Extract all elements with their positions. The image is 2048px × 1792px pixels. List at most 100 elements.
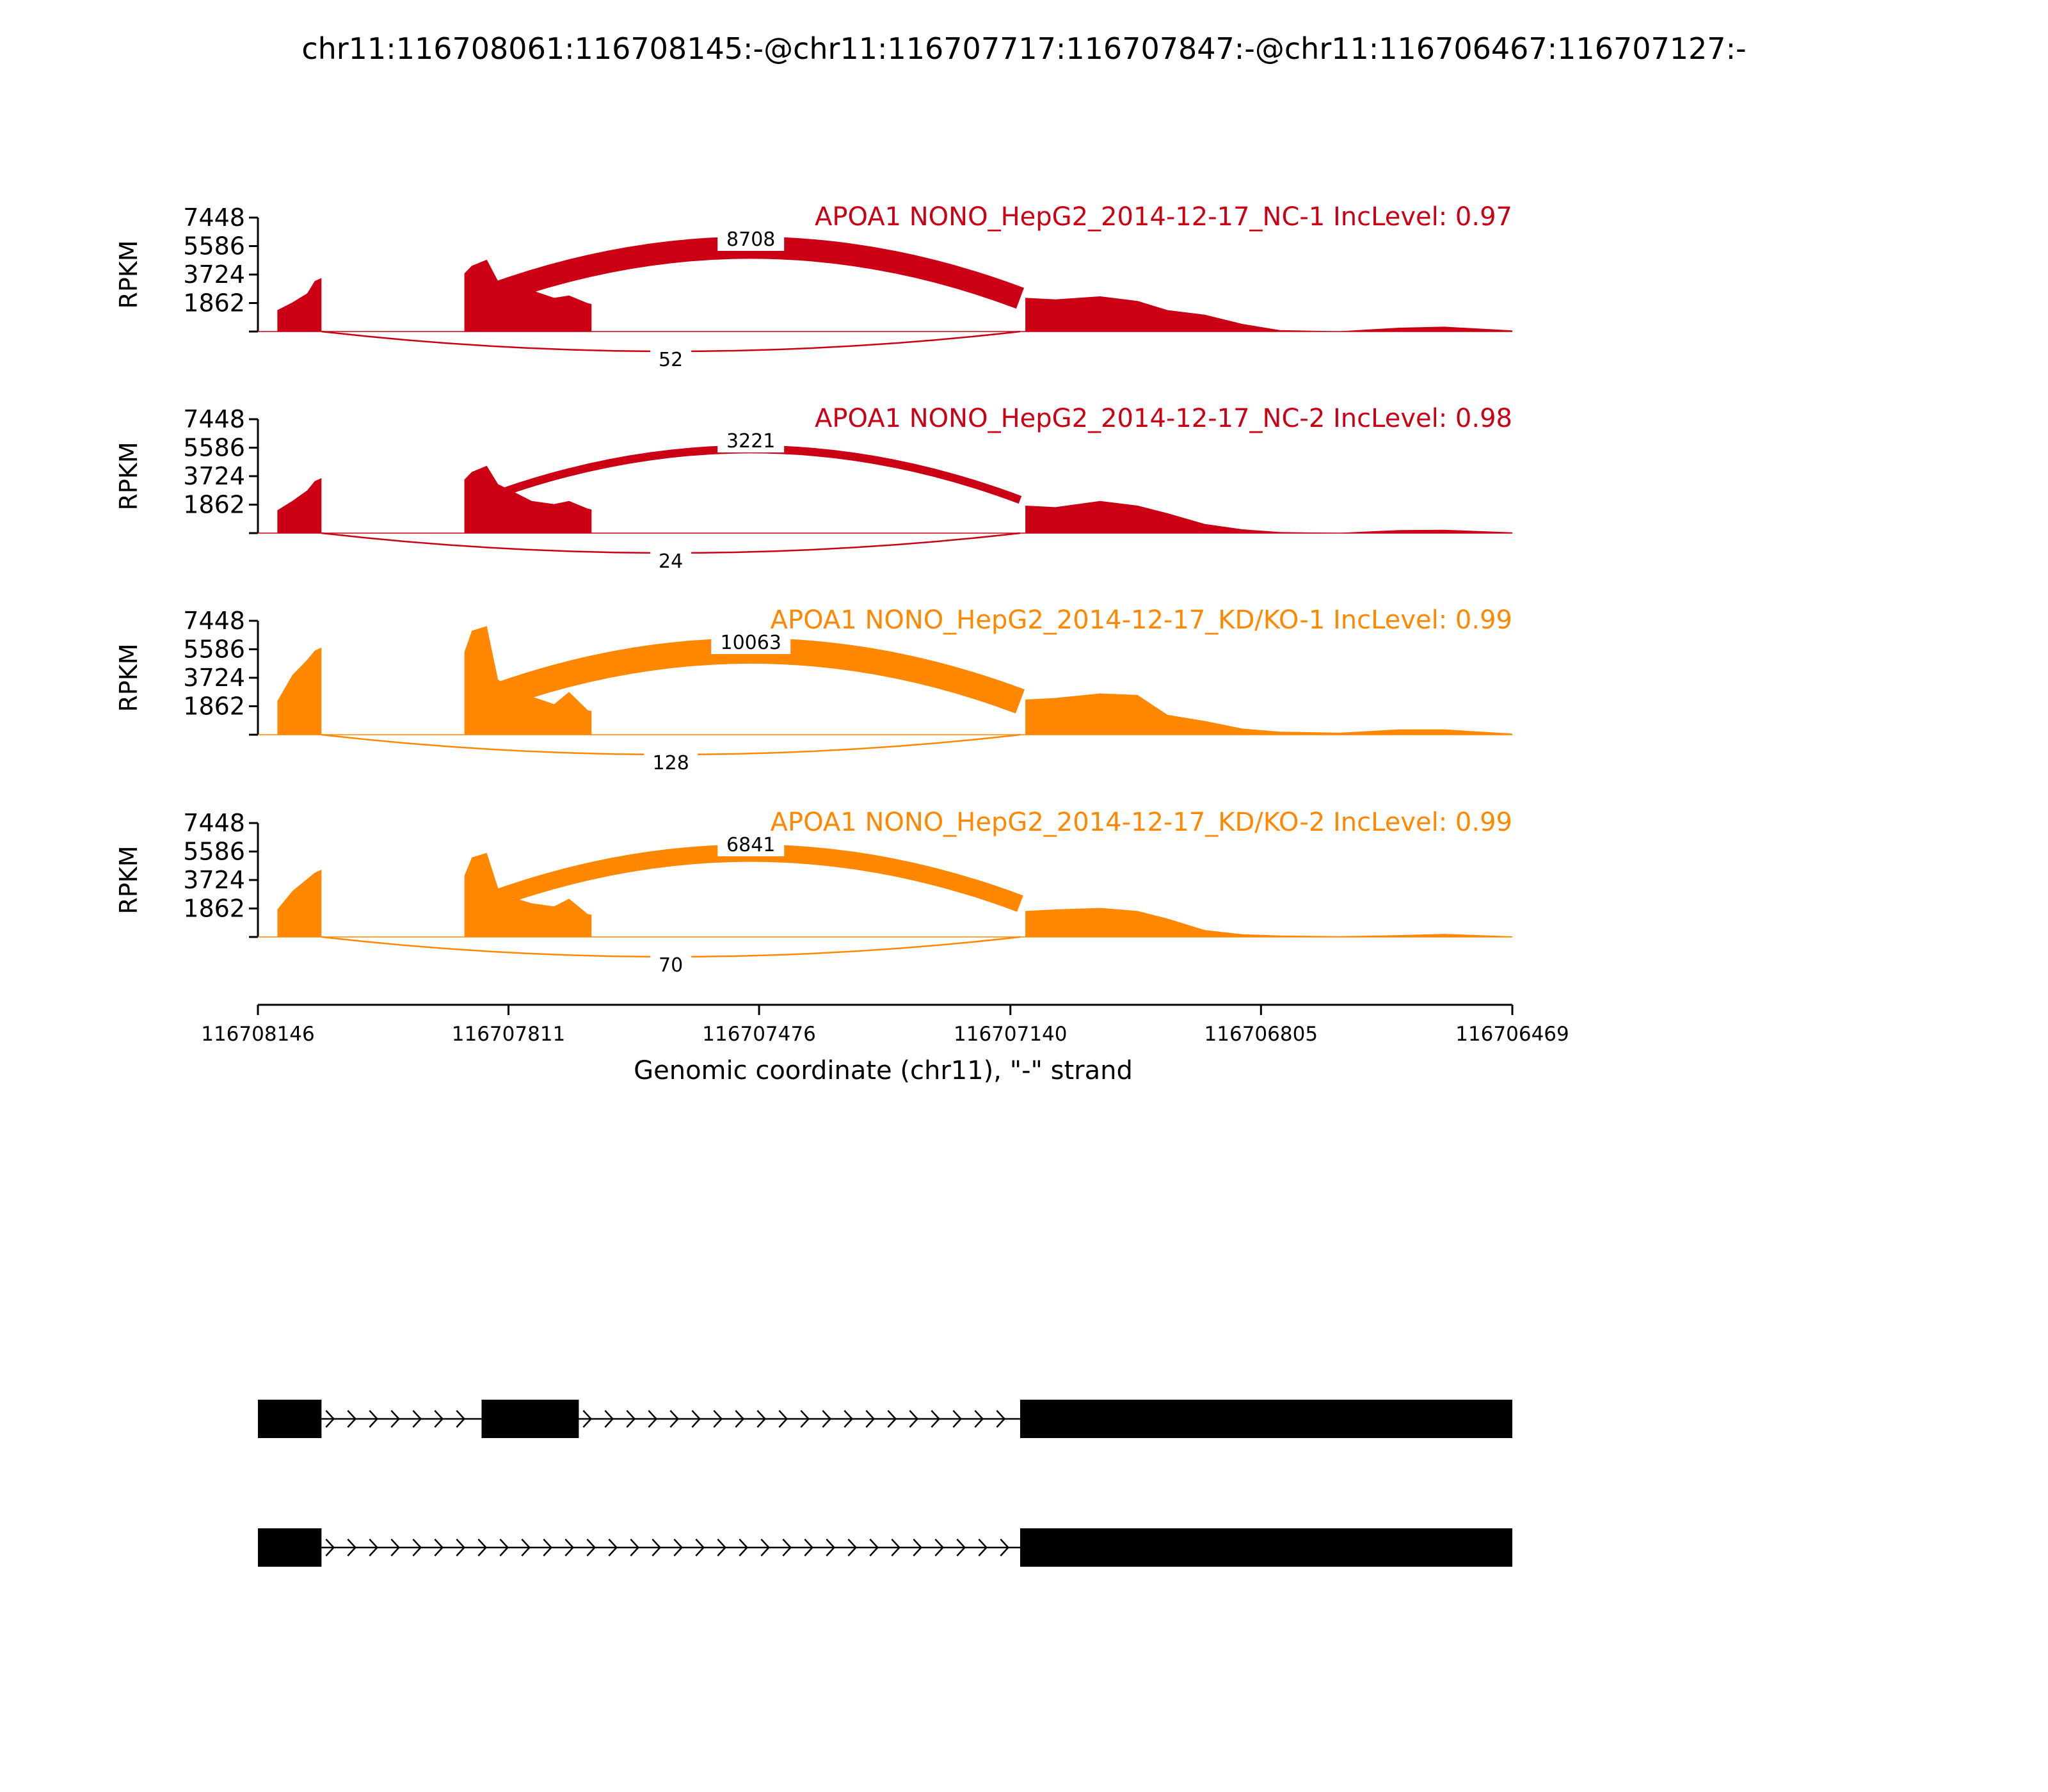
junction-label: 24 [659, 550, 683, 573]
intron-arrow [844, 1410, 854, 1428]
x-tick-label: 116707140 [954, 1023, 1068, 1046]
intron-arrow [909, 1410, 919, 1428]
intron-arrow [325, 1410, 335, 1428]
intron-arrow [739, 1539, 749, 1556]
panel-title: APOA1 NONO_HepG2_2014-12-17_KD/KO-1 IncL… [771, 605, 1512, 635]
intron-arrow [826, 1539, 836, 1556]
intron-arrow [717, 1539, 727, 1556]
intron-arrow [604, 1410, 614, 1428]
intron-arrow [412, 1539, 422, 1556]
junction-label: 8708 [726, 228, 775, 251]
intron-arrow [648, 1410, 658, 1428]
x-tick-label: 116707476 [702, 1023, 816, 1046]
x-tick-label: 116706469 [1455, 1023, 1569, 1046]
intron-arrow [543, 1539, 553, 1556]
x-axis: 116708146 116707811 116707476 116707140 1167… [201, 1004, 1569, 1046]
panel-title: APOA1 NONO_HepG2_2014-12-17_NC-2 IncLeve… [815, 404, 1512, 433]
intron-arrow [869, 1539, 879, 1556]
intron-arrow [713, 1410, 723, 1428]
coverage-exon3 [1025, 693, 1512, 735]
intron-arrow [887, 1410, 897, 1428]
intron-arrow [822, 1410, 832, 1428]
y-tick-label: 5586 [183, 838, 245, 866]
intron-arrow [847, 1539, 858, 1556]
y-tick-label: 1862 [183, 289, 245, 317]
intron-arrow [891, 1539, 901, 1556]
intron-arrow [778, 1410, 788, 1428]
y-tick-label: 3724 [183, 462, 245, 490]
chart-title: chr11:116708061:116708145:-@chr11:116707… [301, 31, 1746, 66]
intron-arrow [456, 1410, 466, 1428]
y-tick-label: 7448 [183, 607, 245, 635]
junction-label-bg [717, 831, 785, 856]
junction-label-bg [650, 951, 692, 977]
intron-arrow [804, 1539, 814, 1556]
coverage-exon2 [464, 465, 592, 533]
coverage-exon1 [277, 478, 322, 533]
exon-block [1020, 1400, 1512, 1438]
x-axis-label: Genomic coordinate (chr11), "-" strand [634, 1056, 1133, 1085]
x-tick-label: 116706805 [1204, 1023, 1318, 1046]
junction-label-bg [717, 225, 785, 251]
junction-label: 128 [653, 752, 689, 774]
y-tick-label: 1862 [183, 895, 245, 923]
y-tick-label: 7448 [183, 405, 245, 433]
y-axis-label: RPKM [115, 240, 143, 308]
junction-label-bg [650, 346, 692, 371]
y-tick-label: 5586 [183, 434, 245, 462]
exon-block [481, 1400, 579, 1438]
intron-arrow [974, 1410, 984, 1428]
y-axis-label: RPKM [115, 845, 143, 914]
y-tick-label: 3724 [183, 866, 245, 894]
junction-label: 52 [659, 349, 683, 371]
junction-label-bg [644, 749, 698, 774]
y-axis-label: RPKM [115, 442, 143, 510]
junction-label-bg [650, 547, 692, 573]
intron-arrow [582, 1410, 593, 1428]
intron-arrow [756, 1410, 767, 1428]
x-tick-label: 116708146 [201, 1023, 315, 1046]
intron-arrow [369, 1410, 379, 1428]
junction-label: 70 [659, 954, 683, 977]
intron-arrow [499, 1539, 509, 1556]
junction-arc [478, 844, 1023, 912]
y-axis-label: RPKM [115, 643, 143, 712]
coverage-exon1 [277, 647, 322, 735]
intron-arrow [800, 1410, 810, 1428]
intron-arrow [325, 1539, 335, 1556]
intron-arrow [913, 1539, 923, 1556]
gene-models [258, 1400, 1512, 1567]
intron-arrow [952, 1410, 963, 1428]
intron-arrow [586, 1539, 596, 1556]
intron-arrow [608, 1539, 618, 1556]
junction-arc [477, 236, 1025, 309]
y-tick-label: 7448 [183, 809, 245, 837]
exon-block [258, 1528, 322, 1567]
intron-arrow [782, 1539, 792, 1556]
intron-arrow [564, 1539, 575, 1556]
junction-label: 6841 [726, 834, 775, 856]
panel-title: APOA1 NONO_HepG2_2014-12-17_NC-1 IncLeve… [815, 202, 1512, 232]
coverage-exon1 [277, 278, 322, 332]
junction-label: 3221 [726, 430, 775, 452]
intron-arrow [1000, 1539, 1010, 1556]
coverage-exon2 [464, 852, 592, 937]
coverage-exon3 [1025, 908, 1512, 937]
intron-arrow [691, 1410, 701, 1428]
junction-arc [480, 445, 1022, 504]
coverage-exon3 [1025, 296, 1512, 332]
intron-arrow [652, 1539, 662, 1556]
intron-arrow [521, 1539, 531, 1556]
gene-model-1 [258, 1400, 1512, 1438]
intron-arrow [434, 1539, 444, 1556]
coverage-exon3 [1025, 500, 1512, 533]
intron-arrow [735, 1410, 745, 1428]
intron-arrow [669, 1410, 680, 1428]
intron-arrow [456, 1539, 466, 1556]
intron-arrow [390, 1410, 401, 1428]
